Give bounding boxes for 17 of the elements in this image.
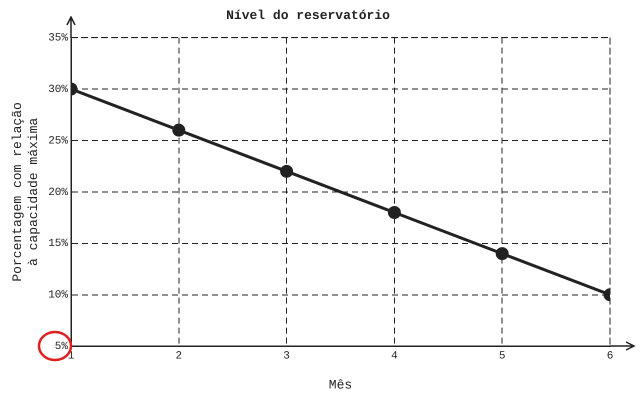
y-tick-label: 5% — [54, 341, 68, 354]
x-tick-label: 6 — [606, 350, 614, 363]
y-tick-label: 15% — [48, 238, 68, 250]
point — [280, 164, 294, 178]
y-tick-label: 35% — [48, 32, 68, 45]
y-tick-label: 10% — [48, 290, 68, 302]
y-axis-title: Porcentagem com relação à capacidade máxima — [10, 102, 41, 282]
x-axis-title: Mês — [328, 378, 352, 393]
x-tick-label: 2 — [176, 350, 182, 363]
point — [388, 206, 401, 219]
chart-title: Nível do reservatório — [226, 8, 390, 24]
y-tick-label: 20% — [48, 186, 68, 199]
x-tick-label: 5 — [498, 350, 506, 363]
y-tick-label: 25% — [48, 135, 68, 148]
x-tick-label: 4 — [391, 350, 398, 363]
y-tick-label: 30% — [48, 84, 68, 96]
x-tick-label: 3 — [283, 350, 290, 363]
